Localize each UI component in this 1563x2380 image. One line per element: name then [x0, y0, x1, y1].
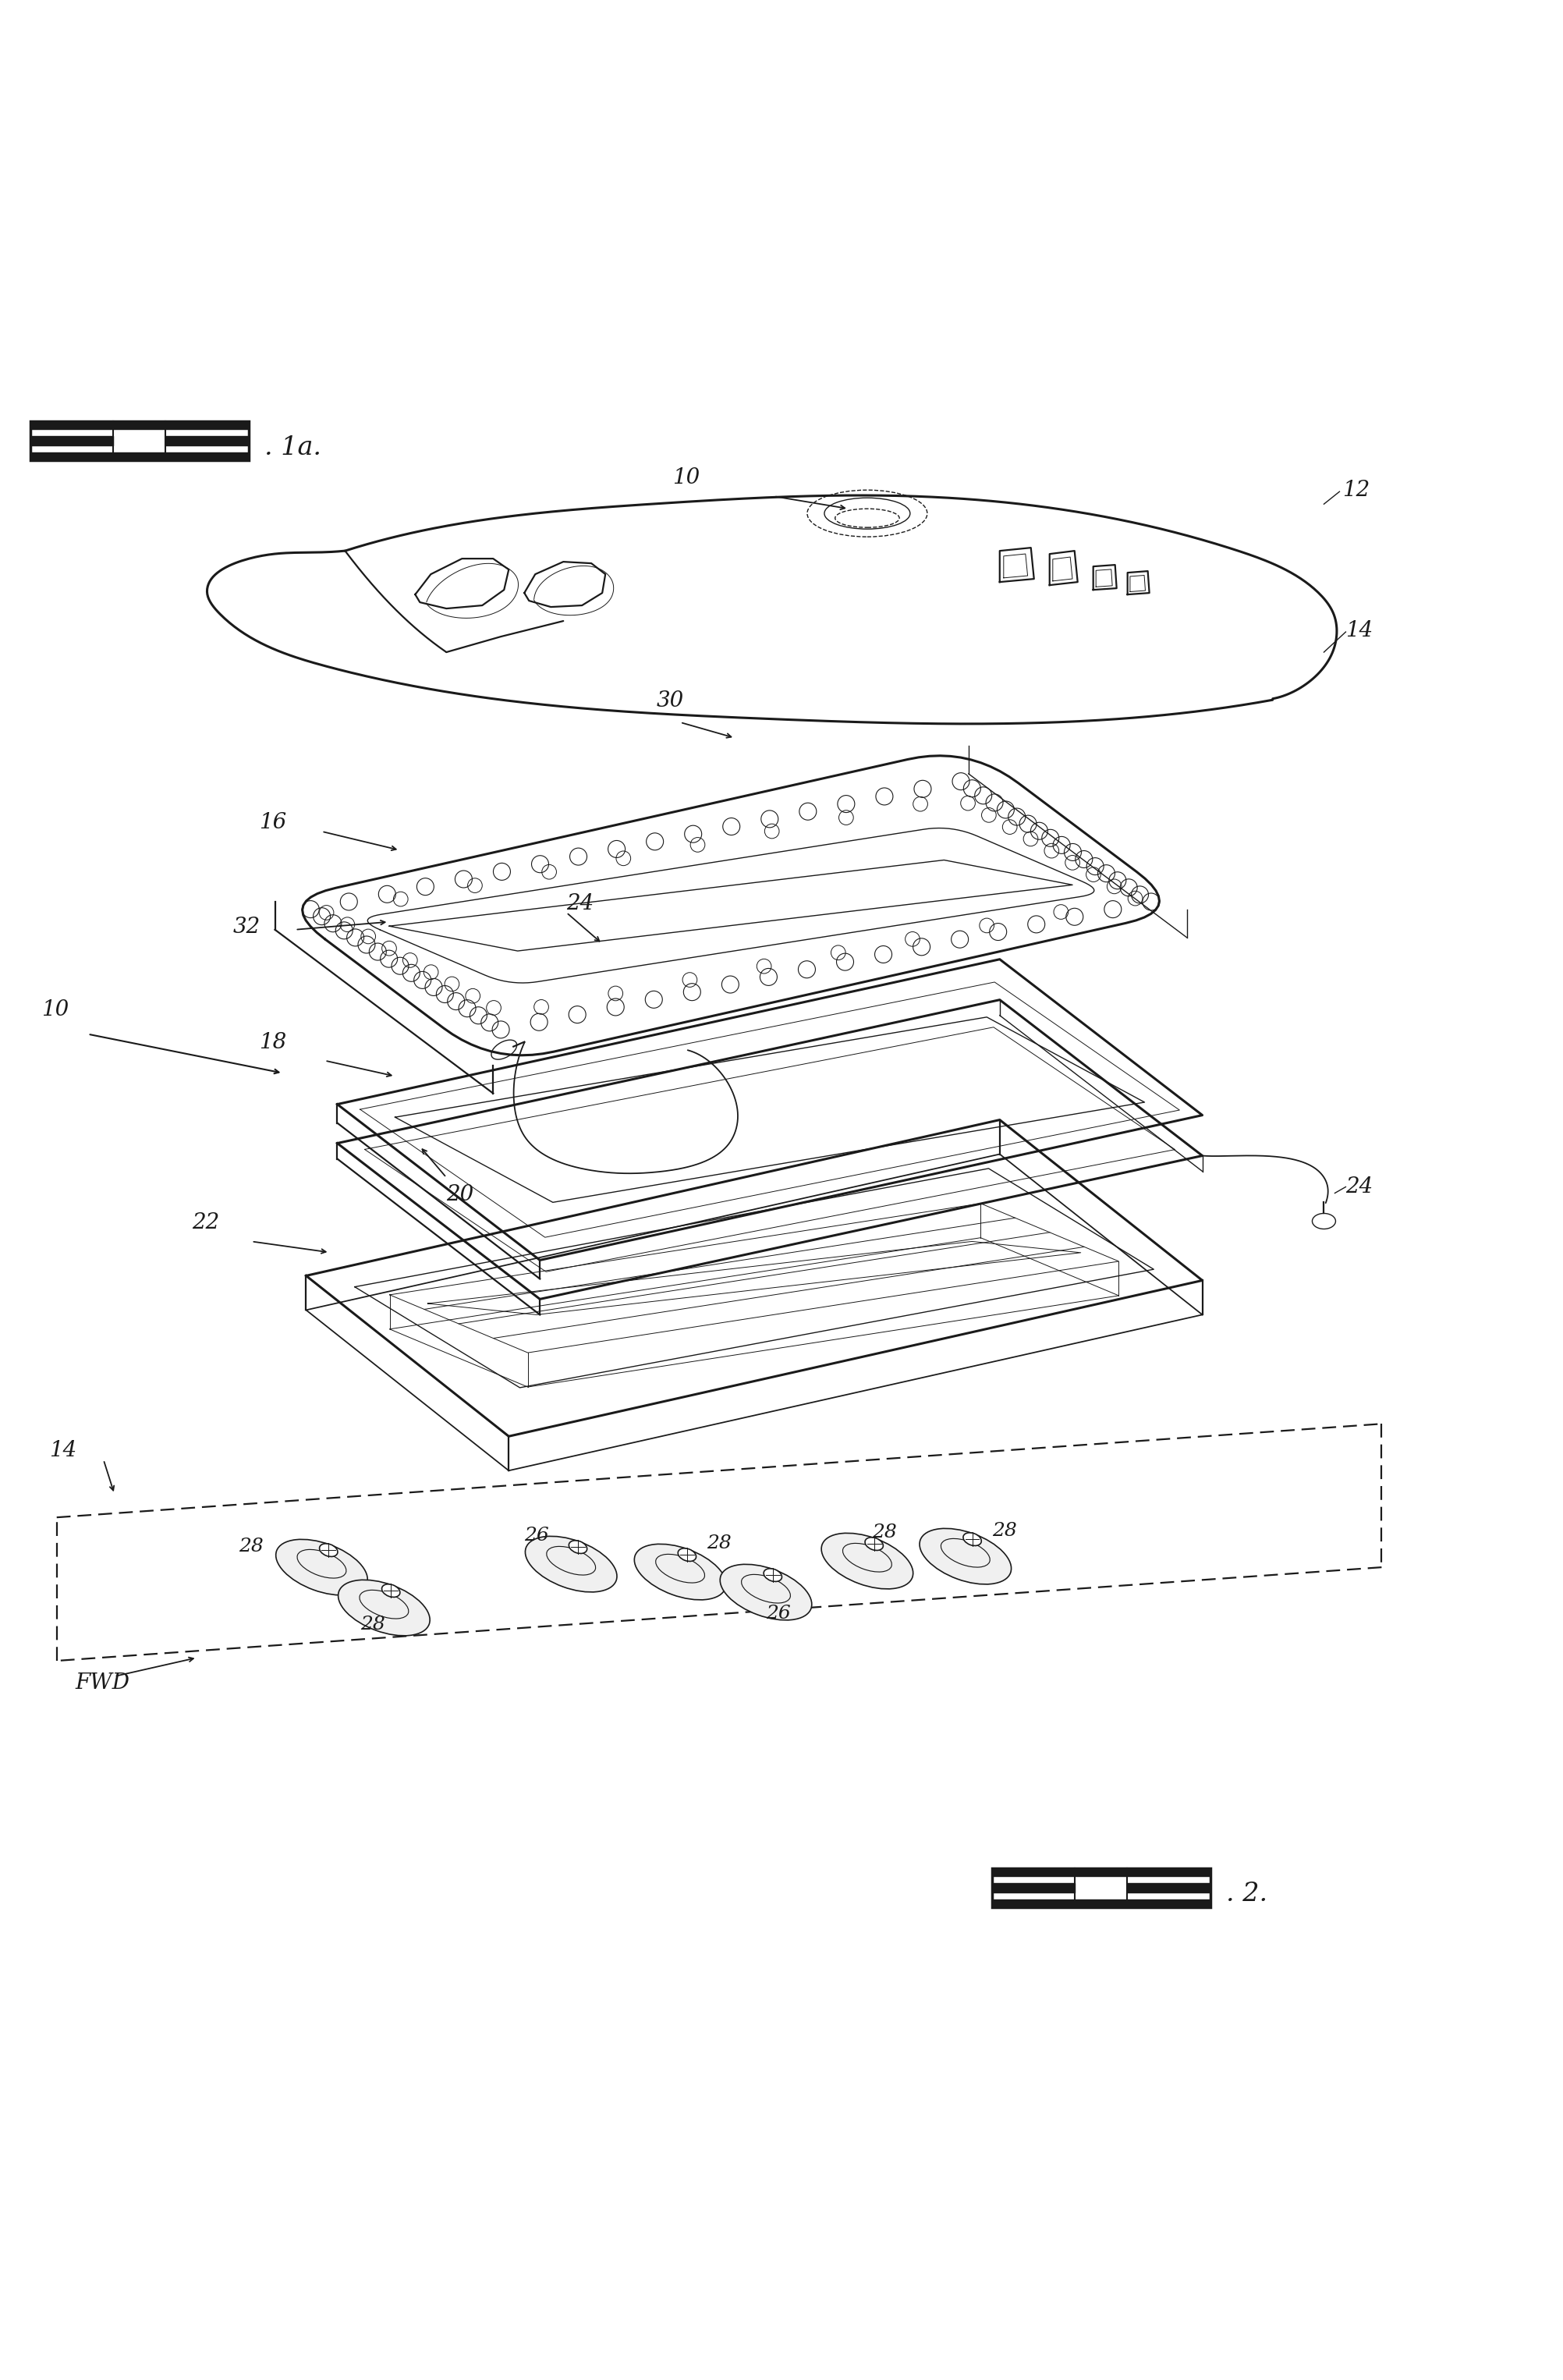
- Text: 28: 28: [706, 1535, 731, 1552]
- Ellipse shape: [1313, 1214, 1336, 1228]
- Text: 30: 30: [656, 690, 685, 712]
- Text: 18: 18: [259, 1033, 288, 1052]
- Ellipse shape: [491, 1040, 517, 1059]
- Text: 28: 28: [361, 1616, 386, 1633]
- Text: 16: 16: [259, 812, 288, 833]
- Text: 28: 28: [872, 1523, 897, 1542]
- Ellipse shape: [864, 1537, 883, 1549]
- Bar: [30, 421, 249, 459]
- Text: 22: 22: [192, 1211, 220, 1233]
- Ellipse shape: [721, 1564, 811, 1621]
- Ellipse shape: [963, 1533, 982, 1545]
- Text: 14: 14: [1346, 621, 1374, 640]
- Ellipse shape: [678, 1549, 696, 1561]
- Text: 10: 10: [672, 466, 700, 488]
- Ellipse shape: [569, 1540, 588, 1554]
- Text: . 2.: . 2.: [1225, 1883, 1268, 1906]
- Text: . 1a.: . 1a.: [264, 436, 320, 459]
- Text: FWD: FWD: [75, 1673, 130, 1695]
- Ellipse shape: [338, 1580, 430, 1635]
- Text: 14: 14: [48, 1440, 77, 1461]
- Text: 26: 26: [766, 1604, 791, 1623]
- Text: 10: 10: [41, 1000, 69, 1021]
- Text: 24: 24: [1346, 1176, 1374, 1197]
- Text: 20: 20: [447, 1185, 474, 1207]
- Ellipse shape: [319, 1545, 338, 1557]
- Text: 28: 28: [239, 1537, 264, 1557]
- Bar: [993, 1868, 1210, 1906]
- Ellipse shape: [275, 1540, 367, 1595]
- Ellipse shape: [381, 1585, 400, 1597]
- Ellipse shape: [822, 1533, 913, 1590]
- Text: 24: 24: [566, 892, 594, 914]
- Ellipse shape: [635, 1545, 727, 1599]
- Text: 26: 26: [524, 1526, 549, 1545]
- Ellipse shape: [764, 1568, 782, 1583]
- Text: 28: 28: [993, 1523, 1016, 1540]
- Ellipse shape: [919, 1528, 1011, 1585]
- Ellipse shape: [525, 1535, 617, 1592]
- Text: 12: 12: [1343, 481, 1371, 500]
- Text: 32: 32: [233, 916, 261, 938]
